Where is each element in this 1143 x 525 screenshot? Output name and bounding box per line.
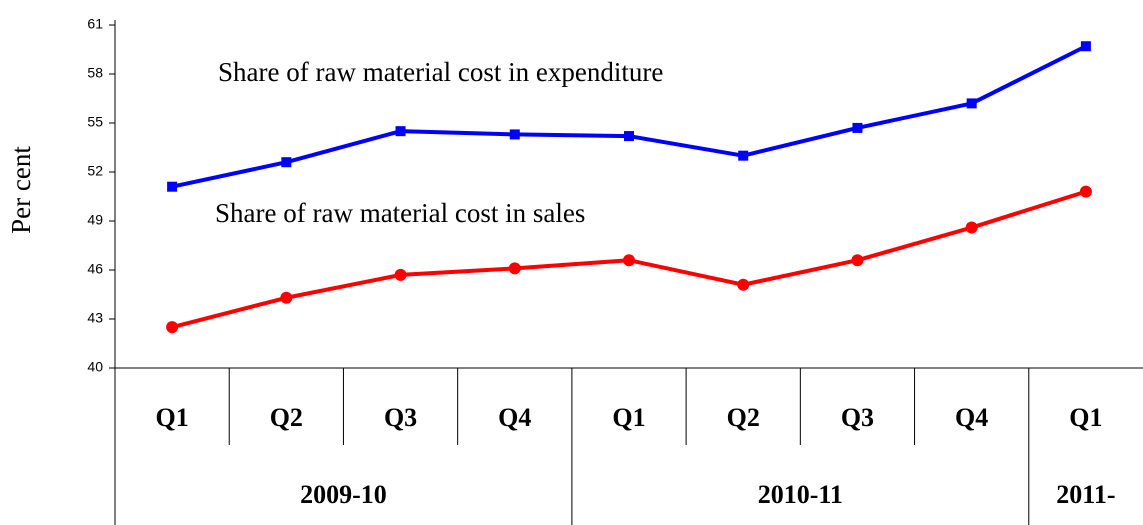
marker [1080, 41, 1091, 52]
y-tick-label: 43 [87, 310, 103, 326]
y-tick-label: 61 [87, 16, 103, 32]
y-tick-label: 40 [87, 359, 103, 375]
x-tick-label: Q4 [498, 403, 531, 432]
y-axis-label: Per cent [6, 146, 36, 234]
marker [167, 181, 178, 192]
marker [623, 254, 635, 267]
x-group-label: 2011- [1056, 480, 1115, 509]
x-tick-label: Q3 [841, 403, 874, 432]
x-group-label: 2010-11 [758, 480, 843, 509]
x-tick-label: Q1 [1069, 403, 1102, 432]
marker [1079, 185, 1092, 198]
x-tick-label: Q2 [727, 403, 760, 432]
x-tick-label: Q1 [155, 403, 188, 432]
marker [509, 129, 520, 140]
marker [966, 98, 977, 109]
marker [737, 278, 750, 291]
y-tick-label: 52 [87, 163, 103, 179]
marker [851, 254, 864, 267]
marker [624, 131, 634, 142]
y-tick-label: 49 [87, 212, 103, 228]
marker [394, 268, 407, 281]
x-tick-label: Q2 [270, 403, 303, 432]
marker [281, 157, 292, 168]
marker [395, 126, 406, 137]
y-tick-label: 55 [87, 114, 103, 130]
marker [280, 291, 293, 304]
y-tick-label: 46 [87, 261, 103, 277]
marker [508, 262, 521, 275]
marker [166, 321, 179, 334]
marker [738, 150, 749, 161]
x-tick-label: Q4 [955, 403, 988, 432]
marker [852, 122, 863, 133]
x-group-label: 2009-10 [300, 480, 387, 509]
y-tick-label: 58 [87, 65, 103, 81]
marker [965, 221, 978, 234]
annotation: Share of raw material cost in expenditur… [218, 57, 663, 87]
x-tick-label: Q3 [384, 403, 417, 432]
x-tick-label: Q1 [612, 403, 645, 432]
annotation: Share of raw material cost in sales [215, 198, 585, 228]
